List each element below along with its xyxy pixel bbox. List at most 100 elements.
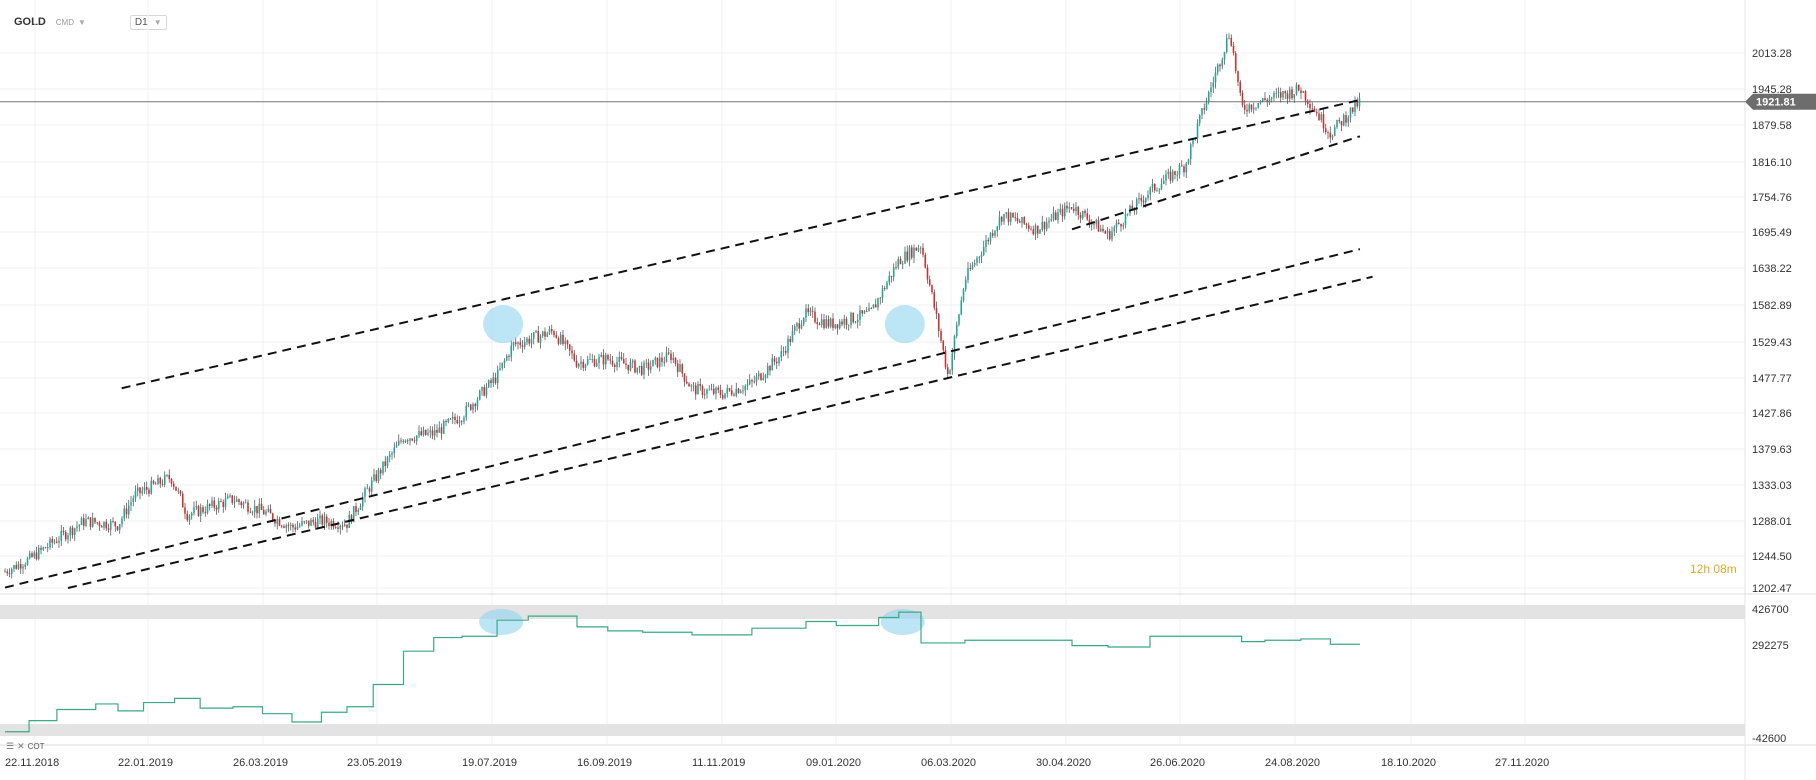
- candle-body: [1331, 135, 1334, 138]
- price-highlight-circle: [884, 305, 925, 344]
- symbol-label[interactable]: GOLD: [14, 16, 46, 28]
- x-tick-label: 16.09.2019: [577, 757, 632, 769]
- candle-body: [728, 388, 731, 391]
- candle-body: [1248, 104, 1251, 112]
- market-selector[interactable]: CMD ▼: [56, 18, 86, 27]
- candle-body: [1018, 221, 1021, 223]
- candle-body: [1223, 51, 1226, 60]
- candle-body: [1261, 98, 1264, 102]
- candle-body: [1207, 92, 1210, 102]
- candle-body: [1291, 89, 1293, 99]
- candle-body: [1009, 212, 1012, 222]
- candle-body: [865, 311, 868, 313]
- candle-body: [330, 521, 333, 526]
- candle-body: [188, 515, 191, 521]
- candle-body: [730, 390, 733, 395]
- candle-body: [112, 521, 114, 522]
- candle-body: [719, 389, 722, 396]
- candle-body: [717, 387, 720, 390]
- candle-body: [467, 404, 470, 406]
- candle-body: [1059, 208, 1062, 213]
- candle-body: [289, 524, 292, 526]
- candle-body: [1336, 119, 1338, 128]
- candle-body: [82, 518, 85, 526]
- candle-body: [1151, 183, 1154, 188]
- candle-body: [1124, 214, 1127, 225]
- candle-body: [1084, 210, 1086, 214]
- candle-body: [598, 356, 600, 364]
- candle-body: [316, 518, 319, 528]
- candle-body: [604, 355, 607, 365]
- candle-body: [836, 324, 839, 329]
- candle-body: [661, 357, 663, 362]
- last-price-label: 1921.81: [1756, 97, 1796, 109]
- candle-body: [802, 317, 805, 325]
- candle-body: [1000, 216, 1003, 222]
- candle-body: [1054, 212, 1057, 220]
- candle-body: [100, 526, 103, 528]
- candle-body: [1131, 205, 1134, 211]
- candle-body: [1349, 107, 1352, 118]
- candle-body: [136, 487, 139, 492]
- candle-body: [1347, 117, 1350, 123]
- candle-body: [247, 502, 249, 512]
- candle-body: [89, 517, 92, 527]
- candle-body: [577, 364, 580, 367]
- candle-body: [1005, 212, 1008, 215]
- candle-body: [969, 267, 972, 270]
- settings-icon[interactable]: ☰: [6, 740, 15, 751]
- candle-body: [919, 247, 922, 249]
- candle-body: [715, 387, 717, 394]
- candle-body: [1021, 217, 1023, 223]
- axes: 22.11.2018 22.01.2019 26.03.2019 23.05.2019…: [5, 48, 1816, 769]
- candle-body: [535, 330, 537, 333]
- candle-body: [1120, 224, 1122, 227]
- candle-body: [1048, 220, 1050, 223]
- y-tick-label: 1582.89: [1752, 300, 1792, 312]
- candle-body: [303, 521, 306, 523]
- indicator-tick-label: 292275: [1752, 640, 1789, 652]
- candle-body: [557, 337, 560, 344]
- candle-body: [685, 381, 688, 384]
- candle-body: [1297, 84, 1300, 91]
- candle-body: [485, 386, 488, 396]
- candle-body: [607, 355, 609, 360]
- candle-body: [28, 553, 31, 559]
- candle-body: [195, 505, 198, 508]
- candle-body: [1144, 198, 1147, 203]
- candle-body: [71, 527, 74, 536]
- channel-upper: [121, 99, 1361, 390]
- candle-body: [1239, 81, 1242, 93]
- close-icon[interactable]: ✕: [17, 740, 25, 751]
- candle-body: [427, 432, 429, 435]
- candle-body: [1086, 213, 1089, 220]
- candle-body: [193, 507, 195, 514]
- candle-body: [87, 517, 90, 520]
- candle-body: [163, 475, 166, 485]
- candle-body: [528, 338, 531, 344]
- candle-body: [818, 324, 821, 325]
- candle-body: [177, 490, 180, 492]
- candle-body: [384, 461, 387, 467]
- candle-body: [537, 330, 540, 343]
- candle-body: [1003, 214, 1005, 222]
- candle-body: [1232, 45, 1235, 54]
- candle-body: [350, 515, 353, 523]
- candle-body: [325, 516, 328, 523]
- candle-body: [501, 362, 504, 369]
- candle-body: [620, 356, 623, 360]
- candle-body: [168, 474, 171, 480]
- candle-body: [796, 323, 798, 327]
- candle-body: [1259, 101, 1262, 103]
- x-tick-label: 18.10.2020: [1381, 757, 1436, 769]
- candle-body: [307, 520, 310, 526]
- candle-body: [141, 490, 144, 494]
- candle-body: [213, 500, 216, 508]
- candle-body: [40, 547, 42, 550]
- candle-body: [98, 522, 101, 527]
- candle-body: [37, 547, 40, 560]
- candle-body: [258, 503, 261, 514]
- candle-body: [917, 248, 920, 251]
- candle-body: [154, 483, 157, 485]
